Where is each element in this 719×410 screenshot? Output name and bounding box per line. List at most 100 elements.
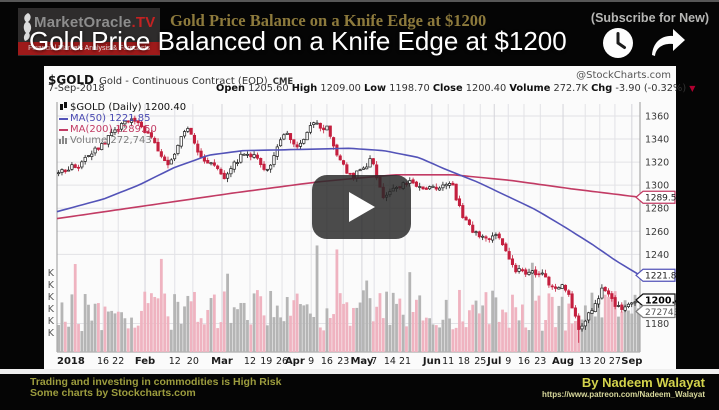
volume-bars	[57, 245, 640, 352]
svg-text:11: 11	[442, 356, 454, 367]
svg-text:2018: 2018	[57, 356, 85, 367]
chart-symbol: $GOLD	[48, 73, 95, 87]
svg-text:Feb: Feb	[135, 356, 155, 367]
svg-text:26: 26	[276, 356, 288, 367]
svg-text:18: 18	[458, 356, 470, 367]
chart-exchange: CME	[272, 77, 294, 87]
chart-legend: $GOLD (Daily) 1200.40 MA(50) 1221.85 MA(…	[59, 102, 186, 146]
chart-header: $GOLD Gold - Continuous Contract (EOD) C…	[48, 69, 608, 88]
legend-volume: Volume 272,743	[59, 135, 186, 146]
svg-text:25: 25	[474, 356, 486, 367]
play-button[interactable]	[312, 175, 411, 239]
logo-wordmark: MarketOracle.TV	[34, 14, 155, 31]
svg-text:K: K	[48, 280, 55, 291]
legend-price: $GOLD (Daily) 1200.40	[59, 102, 186, 113]
seahorse-logo-icon	[23, 13, 32, 41]
ma50-line	[56, 147, 641, 276]
svg-text:1340: 1340	[645, 135, 669, 146]
low-value: 1198.70	[389, 83, 430, 94]
logo-name: MarketOracle	[34, 14, 132, 31]
logo-tld: .TV	[131, 14, 156, 31]
chg-value: -3.90 (-0.32%)	[615, 83, 687, 94]
svg-text:13: 13	[579, 356, 591, 367]
page-bottom-band	[0, 369, 719, 374]
svg-text:272743: 272743	[645, 308, 676, 318]
chg-down-triangle-icon: ▼	[689, 84, 696, 93]
footer-risk-line: Trading and investing in commodities is …	[30, 376, 282, 388]
svg-text:K: K	[48, 268, 55, 279]
svg-text:21: 21	[399, 356, 411, 367]
svg-text:Jun: Jun	[422, 356, 441, 367]
candlestick-icon	[60, 102, 67, 110]
stock-chart-canvas: 13601340132013001280126012401180KKKKKK20…	[48, 102, 676, 367]
volume-bars-icon	[59, 136, 67, 144]
svg-text:K: K	[48, 316, 55, 327]
author-byline: By Nadeem Walayat	[581, 375, 705, 390]
y-axis-labels: 1360 1340 1320 1300 1280 1260 1240 1180	[645, 111, 669, 330]
svg-text:Apr: Apr	[285, 356, 305, 367]
open-value: 1205.60	[248, 83, 289, 94]
close-value: 1200.40	[465, 83, 507, 94]
svg-text:1289.50: 1289.50	[645, 194, 676, 204]
svg-text:1320: 1320	[645, 158, 669, 169]
chart-date: 7-Sep-2018	[48, 83, 105, 94]
svg-text:16: 16	[321, 356, 333, 367]
svg-text:1240: 1240	[645, 250, 669, 261]
svg-text:14: 14	[384, 356, 396, 367]
svg-text:1221.85: 1221.85	[645, 272, 676, 282]
svg-text:K: K	[48, 304, 55, 315]
low-label: Low	[364, 83, 387, 94]
svg-text:1360: 1360	[645, 111, 669, 122]
svg-text:20: 20	[594, 356, 606, 367]
ohlc-quote: Open 1205.60 High 1209.00 Low 1198.70 Cl…	[216, 83, 695, 94]
chart-quote-row: 7-Sep-2018 Open 1205.60 High 1209.00 Low…	[48, 83, 695, 94]
svg-text:Sep: Sep	[621, 356, 642, 367]
volume-label: Volume	[509, 83, 551, 94]
svg-text:9: 9	[505, 356, 511, 367]
share-arrow-icon[interactable]	[648, 27, 688, 59]
channel-logo[interactable]: MarketOracle.TV Financial Markets Analys…	[18, 8, 160, 56]
chg-label: Chg	[591, 83, 613, 94]
svg-text:20: 20	[187, 356, 199, 367]
svg-text:Mar: Mar	[211, 356, 233, 367]
svg-text:1200.40: 1200.40	[645, 295, 676, 306]
svg-text:K: K	[48, 328, 55, 339]
volume-value: 272.7K	[553, 83, 588, 94]
svg-text:9: 9	[308, 356, 314, 367]
svg-text:7: 7	[371, 356, 377, 367]
open-label: Open	[216, 83, 245, 94]
footer-credit-line: Some charts by Stockcharts.com	[30, 387, 196, 399]
svg-text:23: 23	[534, 356, 546, 367]
legend-ma200: MA(200) 1289.50	[59, 124, 186, 135]
svg-text:May: May	[350, 356, 373, 367]
player-top-edge	[0, 0, 719, 2]
logo-tagline: Financial Markets Analysis & Forecasts	[18, 42, 160, 55]
svg-text:1300: 1300	[645, 181, 669, 192]
svg-text:Aug: Aug	[552, 356, 574, 367]
play-triangle-icon	[349, 192, 375, 222]
watch-later-clock-icon[interactable]	[602, 27, 634, 59]
svg-text:K: K	[48, 292, 55, 303]
subscribe-note: (Subscribe for New)	[590, 11, 709, 25]
footer-author: By Nadeem Walayat https://www.patreon.co…	[542, 376, 705, 400]
svg-text:23: 23	[337, 356, 349, 367]
svg-text:1280: 1280	[645, 204, 669, 215]
svg-text:Jul: Jul	[486, 356, 501, 367]
svg-text:27: 27	[609, 356, 621, 367]
svg-text:16: 16	[518, 356, 530, 367]
legend-ma50: MA(50) 1221.85	[59, 113, 186, 124]
close-label: Close	[432, 83, 463, 94]
svg-text:19: 19	[260, 356, 272, 367]
patreon-url[interactable]: https://www.patreon.com/Nadeem_Walayat	[542, 390, 705, 399]
high-label: High	[291, 83, 318, 94]
svg-text:1260: 1260	[645, 227, 669, 238]
video-title-link[interactable]: Gold Price Balanced on a Knife Edge at $…	[29, 26, 567, 56]
svg-text:1180: 1180	[645, 319, 669, 330]
svg-text:16: 16	[97, 356, 109, 367]
svg-text:12: 12	[169, 356, 181, 367]
page-title: Gold Price Balance on a Knife Edge at $1…	[170, 11, 487, 30]
high-value: 1209.00	[320, 83, 361, 94]
